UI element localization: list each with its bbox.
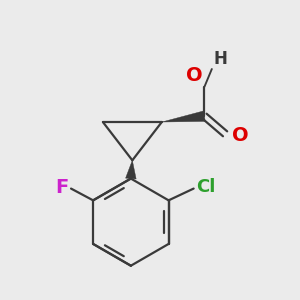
Polygon shape bbox=[162, 111, 205, 122]
Text: O: O bbox=[232, 126, 249, 145]
Text: H: H bbox=[213, 50, 227, 68]
Text: Cl: Cl bbox=[196, 178, 215, 196]
Polygon shape bbox=[126, 160, 136, 179]
Text: F: F bbox=[56, 178, 69, 196]
Text: O: O bbox=[186, 66, 203, 85]
